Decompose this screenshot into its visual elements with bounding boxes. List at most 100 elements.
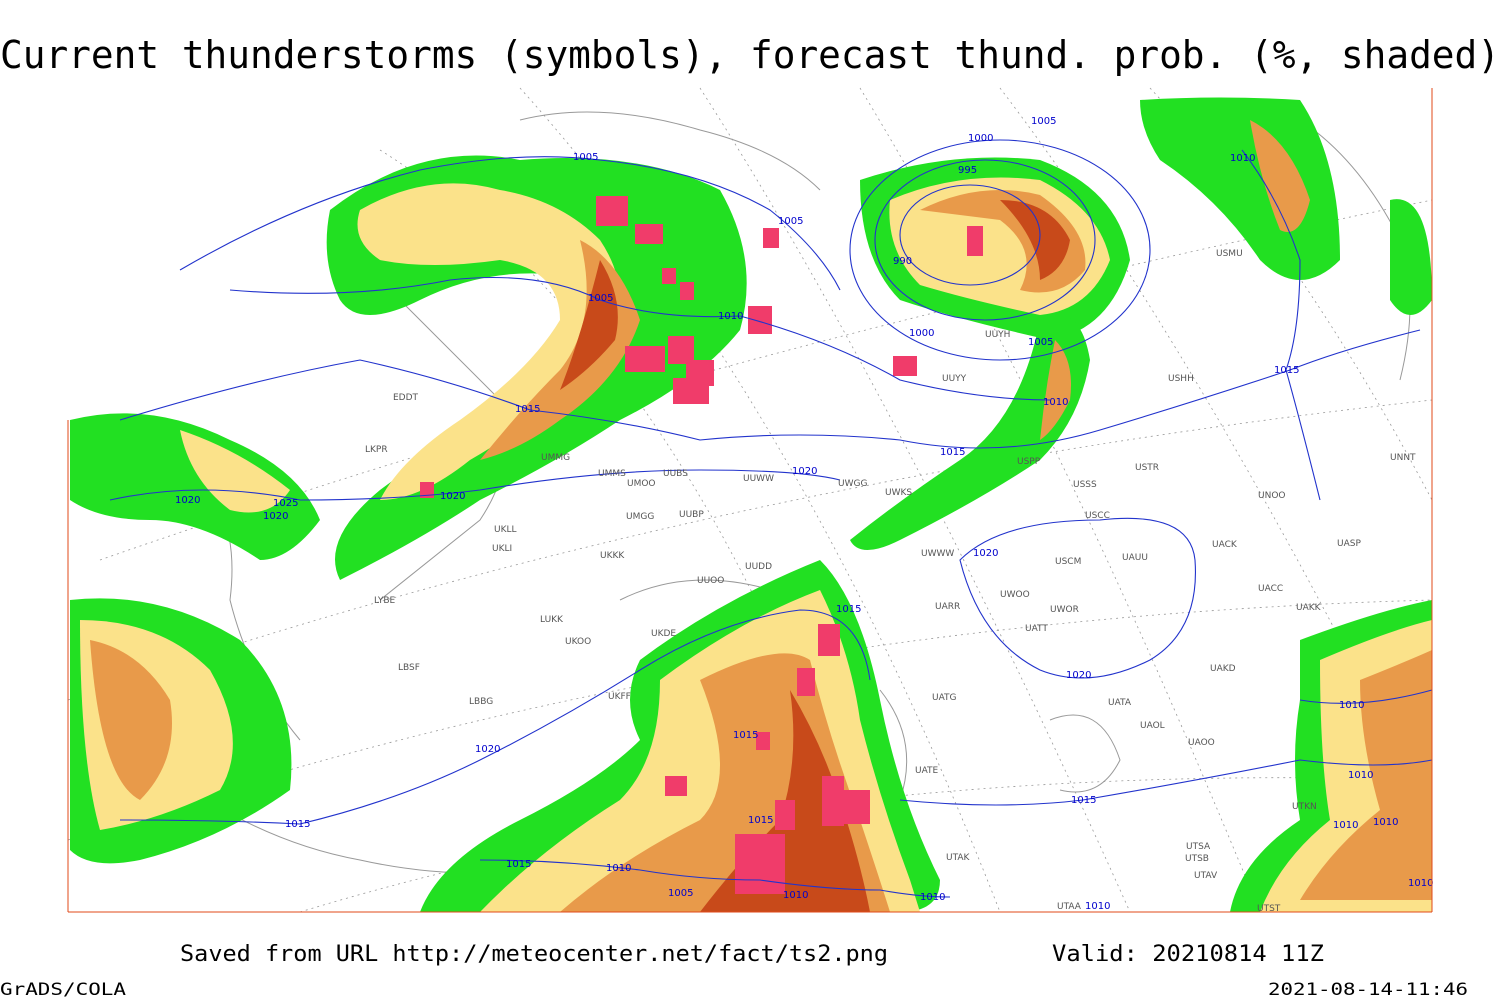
station-code: UTAA [1057,902,1082,912]
isobar-label: 1010 [606,863,631,874]
isobar-label: 1015 [940,447,965,458]
isobar-label: 1005 [778,216,803,227]
station-code: LYBE [374,596,395,606]
map-labels: 1005 1005 1005 1010 1000 1005 995 990 1000 1005 10… [175,116,1433,914]
isobars [109,139,1433,898]
station-code: UKOO [565,637,591,647]
isobar-label: 1020 [263,511,288,522]
isobar-label: 1010 [1085,901,1110,912]
isobar-label: 1010 [1043,397,1068,408]
source-note: Saved from URL http://meteocenter.net/fa… [180,942,888,967]
station-code: UWOO [1000,590,1030,600]
isobar-label: 1020 [973,548,998,559]
station-code: UTSA [1186,842,1211,852]
station-code: UKKK [600,551,625,561]
thunderstorm-shading [70,97,1432,912]
station-code: UTAV [1194,871,1218,881]
station-code: UUYY [942,374,967,384]
isobar-label: 1020 [475,744,500,755]
isobar-label: 1015 [515,404,540,415]
isobar-label: 1010 [1373,817,1398,828]
station-code: UUYH [985,330,1010,340]
isobar-label: 1010 [1333,820,1358,831]
station-code: UACK [1212,540,1238,550]
station-code: UNNT [1390,453,1416,463]
station-code: UKDE [651,629,676,639]
station-code: UTSB [1185,854,1209,864]
station-code: LKPR [365,445,388,455]
station-code: UAUU [1122,553,1148,563]
station-code: UKLL [494,525,517,535]
station-code: UWGG [838,479,867,489]
station-code: USCM [1055,557,1081,567]
isobar-label: 1000 [909,328,934,339]
station-code: UAOL [1140,721,1165,731]
isobar-label: 1020 [175,495,200,506]
isobar-label: 1020 [440,491,465,502]
timestamp: 2021-08-14-11:46 [1268,980,1468,1000]
station-code: UWWW [921,549,954,559]
station-code: UTAK [946,853,971,863]
station-code: UWKS [885,488,912,498]
station-code: UATT [1025,624,1048,634]
station-code: UMMG [541,453,570,463]
station-code: UAOO [1188,738,1215,748]
isobar-label: 1015 [506,859,531,870]
isobar-label: 1005 [668,888,693,899]
station-code: UUBP [679,510,704,520]
isobar-label: 1015 [1274,365,1299,376]
station-code: UMGG [626,512,654,522]
station-code: UTST [1257,904,1281,914]
isobar-label: 1000 [968,133,993,144]
isobar-label: 1015 [285,819,310,830]
isobar-label: 995 [958,165,977,176]
station-code: USPP [1017,457,1041,467]
isobar-label: 1010 [783,890,808,901]
isobar-label: 1005 [573,152,598,163]
station-code: UATE [915,766,939,776]
station-code: USCC [1085,511,1110,521]
station-code: UACC [1258,584,1283,594]
isobar-label: 1005 [1031,116,1056,127]
isobar-label: 1005 [1028,337,1053,348]
station-code: UUOO [697,576,724,586]
station-code: USHH [1168,374,1194,384]
station-code: UNOO [1258,491,1286,501]
station-code: USTR [1135,463,1159,473]
isobar-label: 1010 [1408,878,1433,889]
station-code: UTKN [1292,802,1317,812]
software-credit: GrADS/COLA [0,980,126,1000]
station-code: UUBS [663,469,688,479]
station-code: USMU [1216,249,1243,259]
isobar-label: 1025 [273,498,298,509]
station-code: UARR [935,602,960,612]
isobar-label: 1015 [1071,795,1096,806]
isobar-label: 1015 [748,815,773,826]
valid-time: Valid: 20210814 11Z [1052,942,1324,967]
isobar-label: 1020 [792,466,817,477]
station-code: LBBG [469,697,493,707]
station-code: LUKK [540,615,564,625]
isobar-label: 1015 [733,730,758,741]
current-thunderstorms [420,196,983,894]
station-code: UWOR [1050,605,1079,615]
isobar-label: 990 [893,256,912,267]
station-code: LBSF [398,663,420,673]
isobar-label: 1010 [920,892,945,903]
isobar-label: 1010 [1348,770,1373,781]
station-code: UMMS [598,469,626,479]
station-code: UUWW [743,474,774,484]
station-code: EDDT [393,393,419,403]
station-code: UAKD [1210,664,1236,674]
isobar-label: 1010 [718,311,743,322]
map-title: Current thunderstorms (symbols), forecas… [0,33,1500,77]
station-code: UAKK [1296,603,1322,613]
isobar-label: 1010 [1339,700,1364,711]
station-code: USSS [1073,480,1097,490]
station-code: UASP [1337,539,1361,549]
isobar-label: 1015 [836,604,861,615]
station-code: UMOO [627,479,656,489]
station-code: UKLI [492,544,512,554]
isobar-label: 1020 [1066,670,1091,681]
